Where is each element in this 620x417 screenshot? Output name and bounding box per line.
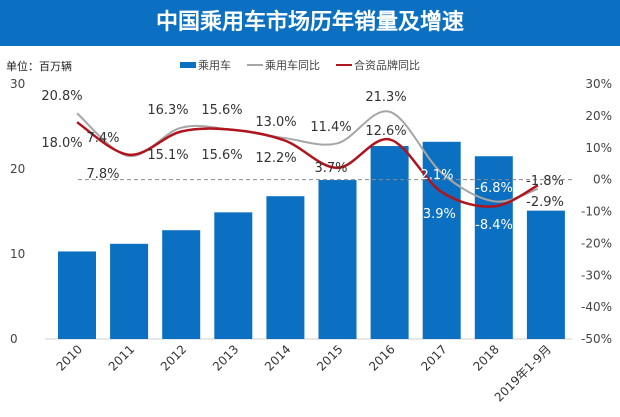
data-label-jv-yoy: 18.0% — [41, 136, 82, 151]
legend-label: 合资品牌同比 — [354, 59, 420, 72]
right-tick-label: -30% — [581, 268, 612, 282]
data-label-passenger-yoy: 11.4% — [310, 120, 351, 135]
data-label-passenger-yoy: 15.6% — [201, 103, 242, 118]
right-tick-label: -50% — [581, 332, 612, 346]
data-label-jv-yoy: 3.7% — [314, 161, 347, 176]
right-tick-label: -40% — [581, 300, 612, 314]
left-tick-label: 30 — [10, 77, 25, 91]
data-label-jv-yoy: 15.6% — [201, 148, 242, 163]
right-tick-label: 30% — [585, 77, 612, 91]
legend-label: 乘用车同比 — [265, 59, 320, 72]
legend-item-red: 合资品牌同比 — [336, 57, 420, 73]
bar-2016 — [370, 146, 409, 339]
left-tick-label: 10 — [10, 247, 25, 261]
legend: 乘用车 乘用车同比 合资品牌同比 — [180, 57, 420, 73]
data-label-passenger-yoy: 7.4% — [86, 131, 119, 146]
data-label-jv-yoy: 12.6% — [365, 124, 406, 139]
legend-item-gray: 乘用车同比 — [247, 57, 320, 73]
data-label-jv-yoy: -3.9% — [418, 207, 456, 222]
x-tick-label: 2014 — [262, 342, 293, 373]
bar-2010 — [58, 251, 96, 339]
x-tick-label: 2011 — [106, 342, 137, 373]
data-label-jv-yoy: -8.4% — [475, 218, 513, 233]
left-tick-label: 0 — [10, 332, 18, 346]
chart-title: 中国乘用车市场历年销量及增速 — [0, 0, 620, 46]
data-label-passenger-yoy: -6.8% — [475, 181, 513, 196]
right-tick-label: 10% — [585, 141, 612, 155]
data-label-jv-yoy: 7.8% — [86, 167, 119, 182]
bar-2013 — [214, 212, 253, 339]
legend-swatch-red — [336, 64, 352, 66]
line-jv-yoy — [76, 121, 539, 208]
legend-label: 乘用车 — [198, 59, 231, 72]
data-label-passenger-yoy: -2.9% — [526, 195, 564, 210]
data-label-passenger-yoy: 16.3% — [147, 103, 188, 118]
data-label-passenger-yoy: 21.3% — [365, 90, 406, 105]
legend-swatch-bar — [180, 62, 196, 68]
data-label-jv-yoy: 15.1% — [147, 148, 188, 163]
x-tick-label: 2012 — [158, 342, 189, 373]
left-tick-label: 20 — [10, 162, 25, 176]
x-tick-label: 2015 — [314, 342, 345, 373]
line-passenger-yoy — [76, 110, 539, 203]
x-tick-label: 2017 — [418, 342, 449, 373]
data-label-jv-yoy: 12.2% — [255, 151, 296, 166]
data-label-passenger-yoy: 20.8% — [41, 89, 82, 104]
bar-2012 — [162, 230, 201, 339]
x-tick-label: 2013 — [210, 342, 241, 373]
bar-2014 — [266, 196, 305, 339]
x-tick-label: 2018 — [470, 342, 501, 373]
data-label-jv-yoy: -1.8% — [526, 174, 564, 189]
x-tick-label: 2010 — [54, 342, 85, 373]
right-tick-label: 0% — [593, 173, 612, 187]
unit-label: 单位：百万辆 — [6, 60, 72, 73]
x-tick-label: 2016 — [366, 342, 397, 373]
bar-2018 — [474, 156, 513, 339]
bar-2019年1-9月 — [526, 210, 565, 339]
right-tick-label: -10% — [581, 205, 612, 219]
data-label-passenger-yoy: 2.1% — [420, 168, 453, 183]
right-tick-label: 20% — [585, 109, 612, 123]
bar-2011 — [110, 243, 149, 339]
right-tick-label: -20% — [581, 236, 612, 250]
legend-swatch-gray — [247, 64, 263, 66]
legend-item-bar: 乘用车 — [180, 57, 231, 73]
data-label-passenger-yoy: 13.0% — [255, 115, 296, 130]
bar-2015 — [318, 180, 357, 339]
bar-2017 — [422, 141, 461, 339]
